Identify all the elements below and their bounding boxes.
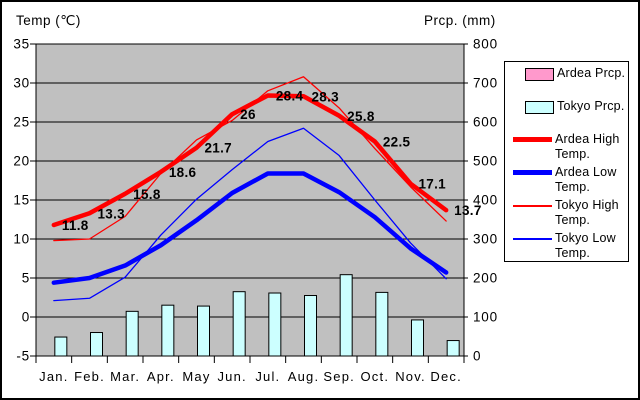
left-axis-tick-label: 0	[22, 310, 30, 325]
right-axis-tick-label: 400	[473, 193, 498, 208]
month-label: Feb.	[74, 369, 105, 384]
tokyo-prcp-bar	[125, 310, 139, 357]
left-axis-tick-label: 10	[13, 232, 30, 247]
point-label: 26	[240, 107, 256, 122]
month-label: Aug.	[288, 369, 320, 384]
point-label: 18.6	[169, 165, 197, 180]
legend-item-tokyo-high-temp: Tokyo High Temp.	[513, 198, 628, 227]
month-label: Apr.	[147, 369, 175, 384]
tokyo-prcp-bar	[268, 292, 282, 357]
month-label: Dec.	[430, 369, 462, 384]
legend-label: Tokyo Low Temp.	[555, 231, 616, 260]
point-label: 15.8	[133, 187, 161, 202]
right-axis-tick-label: 700	[473, 76, 498, 91]
legend-label: Ardea Prcp.	[557, 66, 626, 80]
tokyo-low-temp-line	[53, 127, 447, 302]
left-axis-tick-label: 35	[13, 37, 30, 52]
tokyo-prcp-bar	[446, 340, 460, 357]
legend-label: Tokyo High Temp.	[555, 198, 619, 227]
ardea-high-temp-swatch	[513, 137, 552, 142]
month-label: May	[182, 369, 210, 384]
month-label: Jun.	[217, 369, 246, 384]
left-axis-tick-label: -5	[16, 349, 30, 364]
left-axis-tick-label: 25	[13, 115, 30, 130]
month-label: Nov.	[395, 369, 426, 384]
point-label: 11.8	[62, 218, 89, 233]
tokyo-prcp-bar	[411, 319, 424, 357]
point-label: 22.5	[383, 135, 411, 150]
tokyo-prcp-bar	[161, 304, 175, 357]
left-axis-tick-label: 15	[13, 193, 30, 208]
point-label: 25.8	[347, 109, 375, 124]
left-axis-tick-label: 20	[13, 154, 30, 169]
tokyo-prcp-bar	[197, 305, 210, 357]
ardea-low-temp-swatch	[513, 170, 552, 175]
left-axis-tick-label: 5	[22, 271, 30, 286]
point-label: 28.3	[312, 89, 340, 104]
point-label: 28.4	[276, 88, 304, 103]
legend: Ardea Prcp. Tokyo Prcp. Ardea High Temp.…	[504, 61, 629, 262]
legend-label: Tokyo Prcp.	[557, 99, 625, 113]
tokyo-high-temp-swatch	[513, 205, 552, 207]
right-axis-tick-label: 300	[473, 232, 498, 247]
right-axis-tick-label: 0	[473, 349, 481, 364]
point-label: 13.7	[454, 203, 481, 218]
month-label: Oct.	[361, 369, 390, 384]
month-label: Jul.	[255, 369, 280, 384]
left-axis-title: Temp (℃)	[16, 13, 81, 28]
tokyo-low-temp-swatch	[513, 238, 552, 240]
ardea-prcp-swatch	[525, 68, 554, 81]
point-label: 13.3	[98, 206, 126, 221]
legend-item-tokyo-prcp: Tokyo Prcp.	[513, 99, 628, 114]
legend-label: Ardea Low Temp.	[555, 165, 617, 194]
legend-item-ardea-low-temp: Ardea Low Temp.	[513, 165, 628, 194]
tokyo-prcp-bar	[304, 295, 317, 357]
tokyo-prcp-bar	[90, 332, 103, 357]
right-axis-tick-label: 800	[473, 37, 498, 52]
tokyo-prcp-bar	[232, 291, 246, 357]
right-axis-title: Prcp. (mm)	[424, 13, 496, 28]
ardea-high-temp-line	[51, 93, 449, 228]
ardea-low-temp-line	[51, 171, 449, 285]
legend-item-ardea-prcp: Ardea Prcp.	[513, 66, 628, 81]
right-axis-tick-label: 600	[473, 115, 498, 130]
legend-label: Ardea High Temp.	[555, 132, 620, 161]
right-axis-tick-label: 100	[473, 310, 498, 325]
tokyo-prcp-swatch	[525, 101, 554, 114]
month-label: Mar.	[110, 369, 140, 384]
right-axis-tick-label: 200	[473, 271, 498, 286]
left-axis-tick-label: 30	[13, 76, 30, 91]
point-label: 17.1	[419, 177, 447, 192]
tokyo-prcp-bar	[375, 291, 389, 357]
legend-item-tokyo-low-temp: Tokyo Low Temp.	[513, 231, 628, 260]
month-label: Sep.	[323, 369, 355, 384]
right-axis-tick-label: 500	[473, 154, 498, 169]
point-label: 21.7	[205, 141, 232, 156]
tokyo-prcp-bar	[339, 274, 353, 357]
month-label: Jan.	[39, 369, 68, 384]
legend-item-ardea-high-temp: Ardea High Temp.	[513, 132, 628, 161]
tokyo-prcp-bar	[54, 336, 68, 357]
